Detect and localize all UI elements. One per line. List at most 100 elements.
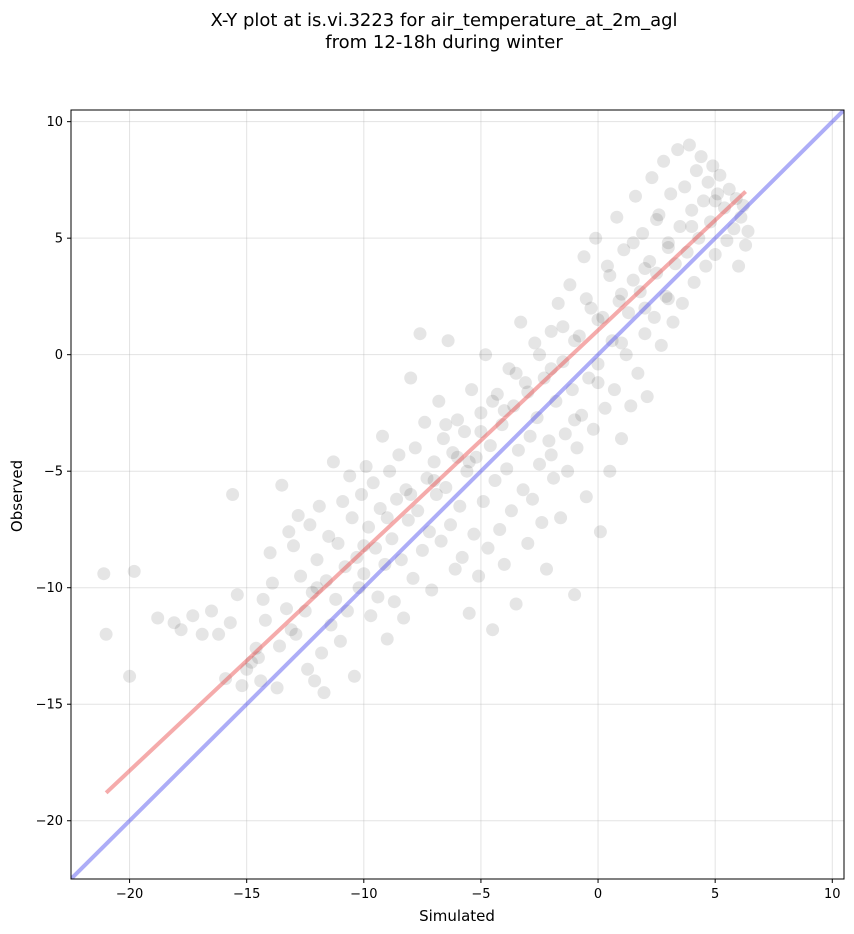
data-point [591, 313, 605, 327]
data-point [509, 366, 523, 380]
data-point [123, 669, 137, 683]
data-point [186, 609, 200, 623]
data-point [671, 143, 685, 157]
plot-frame [70, 109, 845, 880]
data-point [603, 269, 617, 282]
data-point [500, 462, 514, 476]
data-point [682, 138, 696, 152]
data-point [387, 595, 401, 609]
data-point [383, 464, 397, 478]
data-point [308, 674, 322, 688]
data-point [411, 504, 425, 518]
data-point [556, 320, 570, 334]
data-point [451, 413, 464, 427]
y-tick-label: −20 [36, 814, 63, 829]
data-point [338, 560, 352, 574]
data-point [258, 613, 272, 627]
data-point [462, 455, 476, 469]
data-point [736, 199, 750, 212]
data-point [336, 495, 350, 508]
data-point [151, 611, 165, 625]
data-point [661, 236, 675, 250]
data-point [352, 581, 366, 595]
data-point [582, 371, 596, 385]
data-point [638, 327, 652, 341]
data-point [526, 492, 539, 506]
data-point [427, 455, 441, 469]
data-point [511, 443, 525, 457]
data-point [240, 662, 254, 676]
data-point [661, 241, 675, 254]
data-point [554, 511, 568, 525]
data-point [650, 213, 664, 226]
data-point [504, 504, 518, 518]
data-point [455, 550, 469, 564]
data-point [645, 171, 659, 185]
data-point [305, 585, 319, 599]
data-point [629, 189, 642, 203]
data-point [636, 227, 650, 240]
data-point [226, 488, 240, 501]
data-point [697, 194, 710, 208]
data-point [568, 588, 582, 602]
scatter-points [97, 138, 755, 700]
data-point [355, 488, 368, 501]
data-point [317, 686, 331, 700]
data-point [284, 623, 298, 637]
data-point [444, 518, 457, 532]
data-point [521, 536, 535, 550]
data-point [570, 441, 584, 455]
data-point [397, 611, 411, 625]
y-tick-label: 5 [55, 232, 63, 247]
data-point [310, 581, 324, 595]
data-point [713, 168, 727, 182]
data-point [675, 296, 689, 310]
data-point [638, 262, 652, 275]
data-point [476, 495, 490, 508]
data-point [544, 324, 558, 338]
data-point [474, 425, 488, 439]
data-point [631, 366, 645, 380]
data-point [490, 387, 504, 401]
data-point [701, 175, 715, 189]
data-point [561, 464, 575, 478]
data-point [392, 448, 406, 462]
data-point [343, 469, 357, 483]
data-point [458, 425, 471, 439]
data-point [643, 255, 657, 268]
data-point [275, 478, 289, 492]
data-point [518, 376, 532, 390]
data-point [722, 182, 736, 196]
data-point [685, 220, 699, 233]
data-point [542, 434, 556, 448]
x-tick-label: 10 [824, 887, 841, 902]
data-point [521, 385, 535, 399]
data-point [329, 592, 343, 606]
data-point [680, 245, 694, 259]
data-point [502, 362, 516, 376]
data-point [174, 623, 188, 637]
data-point [390, 492, 404, 506]
data-point [687, 275, 701, 289]
y-tick-label: −5 [44, 465, 63, 480]
data-point [584, 301, 598, 315]
data-point [256, 592, 270, 606]
data-point [265, 576, 279, 590]
data-point [572, 329, 586, 343]
data-point [647, 310, 661, 324]
data-point [441, 334, 455, 348]
data-point [436, 432, 450, 446]
data-point [324, 618, 338, 632]
data-point [507, 399, 521, 413]
data-point [652, 208, 666, 222]
data-point [692, 231, 706, 245]
data-point [579, 490, 593, 504]
data-point [626, 273, 640, 287]
data-point [540, 562, 553, 576]
data-point [605, 334, 619, 348]
data-point [291, 509, 305, 522]
regression-line [104, 190, 747, 795]
data-point [223, 616, 237, 630]
data-point [326, 455, 340, 469]
data-point [666, 315, 680, 329]
